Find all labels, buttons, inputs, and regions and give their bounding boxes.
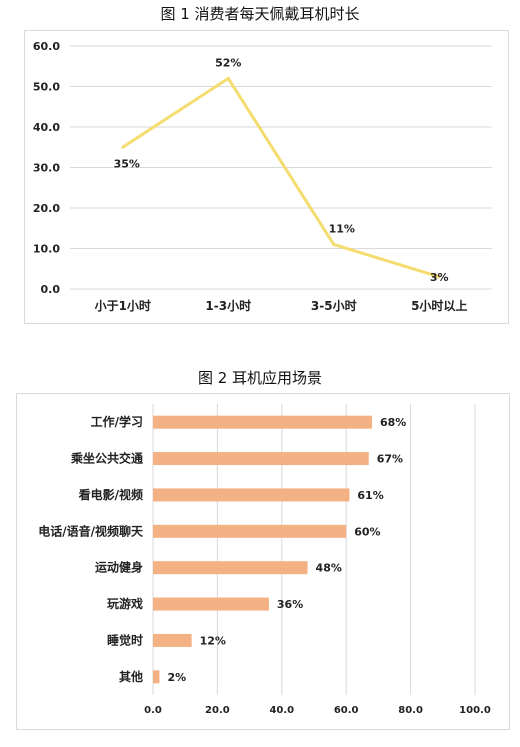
category-label: 运动健身 <box>95 560 143 575</box>
data-label: 68% <box>380 416 406 429</box>
category-label: 玩游戏 <box>107 596 143 611</box>
x-tick-label: 0.0 <box>144 705 162 716</box>
data-label: 61% <box>357 489 383 502</box>
category-label: 其他 <box>119 669 143 684</box>
data-label: 2% <box>167 671 186 684</box>
chart1-title: 图 1 消费者每天佩戴耳机时长 <box>160 5 360 23</box>
x-tick-label: 100.0 <box>459 705 491 716</box>
data-point <box>437 275 441 279</box>
data-label: 35% <box>114 157 140 170</box>
category-label: 乘坐公共交通 <box>70 451 143 466</box>
x-tick-label: 5小时以上 <box>411 298 467 313</box>
bar <box>153 670 160 684</box>
x-tick-label: 1-3小时 <box>205 298 251 313</box>
y-tick-label: 40.0 <box>33 121 60 134</box>
y-tick-label: 0.0 <box>41 283 61 296</box>
x-tick-label: 3-5小时 <box>311 298 357 313</box>
data-label: 67% <box>377 453 403 466</box>
data-label: 12% <box>200 634 226 647</box>
data-point <box>121 145 125 149</box>
line-chart: 0.0 10.0 20.0 30.0 40.0 50.0 60.0 小于1小时 1-3小时 3-5… <box>33 40 492 313</box>
data-label: 60% <box>354 525 380 538</box>
chart2-title: 图 2 耳机应用场景 <box>197 369 323 387</box>
bar <box>153 633 192 647</box>
bar <box>153 415 372 429</box>
y-tick-label: 10.0 <box>33 243 60 256</box>
bar <box>153 561 308 575</box>
category-label: 睡觉时 <box>107 632 143 647</box>
y-tick-label: 30.0 <box>33 162 60 175</box>
category-label: 电话/语音/视频聊天 <box>38 523 144 538</box>
data-label: 3% <box>430 271 449 284</box>
data-label: 36% <box>277 598 303 611</box>
data-point <box>226 76 230 80</box>
x-tick-label: 20.0 <box>205 705 230 716</box>
category-label: 看电影/视频 <box>79 487 143 502</box>
x-tick-label: 40.0 <box>269 705 294 716</box>
bar <box>153 524 347 538</box>
y-tick-label: 20.0 <box>33 202 60 215</box>
y-tick-label: 60.0 <box>33 40 60 53</box>
bar <box>153 597 269 611</box>
chart2-frame <box>16 393 510 730</box>
x-tick-label: 60.0 <box>334 705 359 716</box>
data-label: 52% <box>215 56 241 69</box>
x-tick-label: 小于1小时 <box>95 298 151 313</box>
bar <box>153 452 369 466</box>
data-label: 48% <box>316 562 342 575</box>
series-line <box>121 76 440 279</box>
y-tick-label: 50.0 <box>33 81 60 94</box>
bar <box>153 488 350 502</box>
category-label: 工作/学习 <box>91 414 143 429</box>
data-point <box>332 242 336 246</box>
data-label: 11% <box>329 222 355 235</box>
x-tick-label: 80.0 <box>398 705 423 716</box>
